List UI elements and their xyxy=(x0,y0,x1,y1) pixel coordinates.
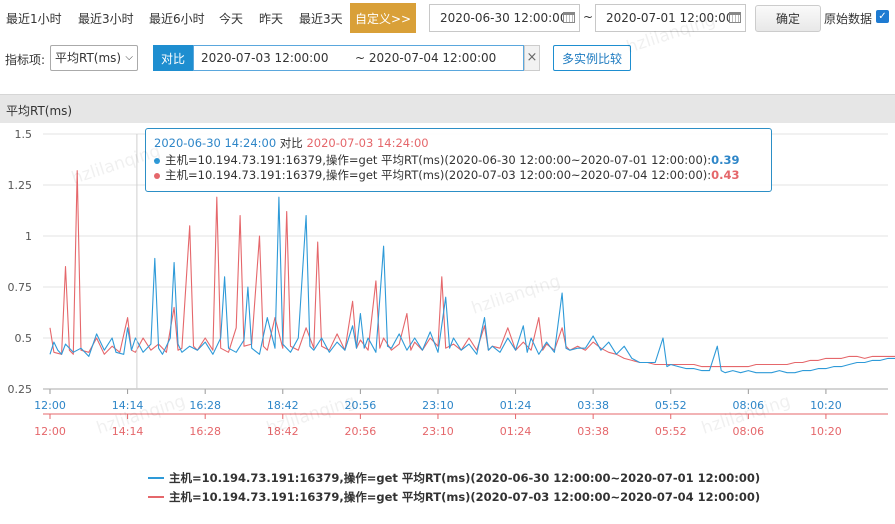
range-today[interactable]: 今天 xyxy=(219,12,244,26)
x-tick-label-series-b: 18:42 xyxy=(267,425,299,438)
calendar-icon[interactable] xyxy=(729,12,741,23)
compare-start-value: 2020-07-03 12:00:00 xyxy=(201,51,329,65)
raw-data-checkbox[interactable]: ✓ xyxy=(876,10,889,23)
chart-tooltip: 2020-06-30 14:24:00 对比 2020-07-03 14:24:… xyxy=(145,128,772,192)
x-tick-label-series-a: 10:20 xyxy=(810,399,842,412)
range-last-3-days[interactable]: 最近3天 xyxy=(299,12,343,26)
tooltip-header: 2020-06-30 14:24:00 对比 2020-07-03 14:24:… xyxy=(154,135,429,151)
panel-title: 平均RT(ms) xyxy=(6,104,73,118)
x-tick-label-series-b: 12:00 xyxy=(34,425,66,438)
confirm-button[interactable]: 确定 xyxy=(755,5,821,32)
end-date-input[interactable]: 2020-07-01 12:00:00 xyxy=(595,4,746,32)
compare-range-input[interactable]: 2020-07-03 12:00:00 ~ 2020-07-04 12:00:0… xyxy=(193,45,524,71)
start-date-input[interactable]: 2020-06-30 12:00:00 xyxy=(429,4,580,32)
x-tick-label-series-a: 08:06 xyxy=(732,399,764,412)
legend-swatch-b xyxy=(148,496,164,498)
x-tick-label-series-b: 23:10 xyxy=(422,425,454,438)
chevron-down-icon: ⌵ xyxy=(125,52,133,63)
chart-panel-header: 平均RT(ms) xyxy=(0,94,895,123)
x-tick-label-series-b: 05:52 xyxy=(655,425,687,438)
custom-range-button[interactable]: 自定义>> xyxy=(350,3,416,33)
compare-tag: 对比 xyxy=(153,45,193,71)
y-tick-label: 1 xyxy=(25,230,32,243)
x-tick-label-series-a: 12:00 xyxy=(34,399,66,412)
calendar-icon[interactable] xyxy=(563,12,575,23)
x-tick-label-series-a: 16:28 xyxy=(189,399,221,412)
x-tick-label-series-b: 03:38 xyxy=(577,425,609,438)
compare-end-value: ~ 2020-07-04 12:00:00 xyxy=(355,51,497,65)
tooltip-time-a: 2020-06-30 14:24:00 xyxy=(154,136,277,150)
legend-label-b: 主机=10.194.73.191:16379,操作=get 平均RT(ms)(2… xyxy=(169,490,761,504)
range-last-3-hours[interactable]: 最近3小时 xyxy=(78,12,134,26)
raw-data-label: 原始数据 xyxy=(824,12,873,26)
series-b-line xyxy=(49,170,895,368)
range-last-1-hour[interactable]: 最近1小时 xyxy=(6,12,62,26)
rt-line-chart[interactable]: 1.51.2510.750.50.2512:0012:0014:1414:141… xyxy=(0,122,895,524)
range-yesterday[interactable]: 昨天 xyxy=(259,12,284,26)
metric-select-value: 平均RT(ms) xyxy=(55,51,122,65)
time-range-toolbar: 最近1小时 最近3小时 最近6小时 今天 昨天 最近3天 自定义>> 2020-… xyxy=(0,0,895,40)
start-date-value: 2020-06-30 12:00:00 xyxy=(440,11,568,25)
series-b-dot-icon xyxy=(154,172,160,179)
tooltip-row-b: 主机=10.194.73.191:16379,操作=get 平均RT(ms)(2… xyxy=(154,167,740,183)
y-tick-label: 0.25 xyxy=(8,383,33,396)
clear-compare-button[interactable]: × xyxy=(524,45,540,71)
x-tick-label-series-a: 01:24 xyxy=(500,399,532,412)
x-tick-label-series-a: 23:10 xyxy=(422,399,454,412)
tooltip-row-b-value: 0.43 xyxy=(711,168,740,182)
tooltip-row-a-value: 0.39 xyxy=(711,153,740,167)
tooltip-row-b-label: 主机=10.194.73.191:16379,操作=get 平均RT(ms)(2… xyxy=(165,168,712,182)
metric-label: 指标项: xyxy=(5,53,46,67)
x-tick-label-series-b: 16:28 xyxy=(189,425,221,438)
legend-swatch-a xyxy=(148,477,164,479)
x-tick-label-series-a: 14:14 xyxy=(112,399,144,412)
legend-label-a: 主机=10.194.73.191:16379,操作=get 平均RT(ms)(2… xyxy=(169,471,761,485)
multi-instance-compare-button[interactable]: 多实例比较 xyxy=(553,45,631,71)
x-tick-label-series-b: 14:14 xyxy=(112,425,144,438)
metric-select[interactable]: 平均RT(ms) ⌵ xyxy=(50,45,138,71)
x-tick-label-series-b: 10:20 xyxy=(810,425,842,438)
x-tick-label-series-a: 18:42 xyxy=(267,399,299,412)
y-tick-label: 0.5 xyxy=(15,332,33,345)
date-separator: ~ xyxy=(583,10,594,24)
tooltip-row-a: 主机=10.194.73.191:16379,操作=get 平均RT(ms)(2… xyxy=(154,152,740,168)
y-tick-label: 1.5 xyxy=(15,128,33,141)
x-tick-label-series-a: 03:38 xyxy=(577,399,609,412)
tooltip-compare-word: 对比 xyxy=(279,136,303,150)
tooltip-time-b: 2020-07-03 14:24:00 xyxy=(306,136,429,150)
x-tick-label-series-a: 05:52 xyxy=(655,399,687,412)
x-tick-label-series-b: 08:06 xyxy=(732,425,764,438)
legend-item-series-a[interactable]: 主机=10.194.73.191:16379,操作=get 平均RT(ms)(2… xyxy=(148,470,760,486)
y-tick-label: 1.25 xyxy=(8,179,33,192)
y-tick-label: 0.75 xyxy=(8,281,33,294)
end-date-value: 2020-07-01 12:00:00 xyxy=(606,11,734,25)
series-a-line xyxy=(49,196,895,374)
x-tick-label-series-a: 20:56 xyxy=(345,399,377,412)
tooltip-row-a-label: 主机=10.194.73.191:16379,操作=get 平均RT(ms)(2… xyxy=(165,153,712,167)
range-last-6-hours[interactable]: 最近6小时 xyxy=(149,12,205,26)
x-tick-label-series-b: 01:24 xyxy=(500,425,532,438)
legend-item-series-b[interactable]: 主机=10.194.73.191:16379,操作=get 平均RT(ms)(2… xyxy=(148,489,760,505)
series-a-dot-icon xyxy=(154,157,160,164)
x-tick-label-series-b: 20:56 xyxy=(345,425,377,438)
